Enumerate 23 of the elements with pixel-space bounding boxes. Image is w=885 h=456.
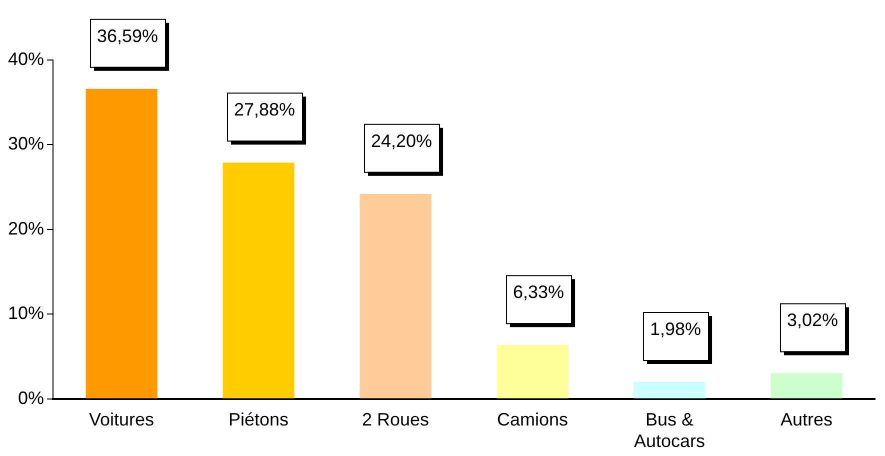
bar xyxy=(360,194,432,398)
data-label: 6,33% xyxy=(512,282,564,302)
x-tick-label: 2 Roues xyxy=(362,410,430,430)
data-label: 24,20% xyxy=(370,130,432,151)
bar xyxy=(222,162,294,398)
x-tick-label: Autres xyxy=(780,410,833,430)
bar xyxy=(770,373,842,398)
data-label: 27,88% xyxy=(234,100,296,120)
x-tick-label: Voitures xyxy=(89,410,154,430)
y-tick-label: 20% xyxy=(8,218,44,238)
x-tick-label: Bus & Autocars xyxy=(634,410,706,452)
data-label: 1,98% xyxy=(650,319,702,339)
y-tick-label: 0% xyxy=(18,388,44,408)
x-tick-label: Piétons xyxy=(228,410,289,430)
y-tick-label: 40% xyxy=(8,48,44,69)
data-label: 36,59% xyxy=(96,26,158,46)
bar xyxy=(496,345,568,398)
data-label: 3,02% xyxy=(786,310,838,330)
y-tick-label: 10% xyxy=(8,303,44,324)
bar xyxy=(86,88,158,398)
y-tick-label: 30% xyxy=(8,134,44,154)
x-tick-label: Camions xyxy=(496,410,568,430)
bar xyxy=(634,382,706,398)
